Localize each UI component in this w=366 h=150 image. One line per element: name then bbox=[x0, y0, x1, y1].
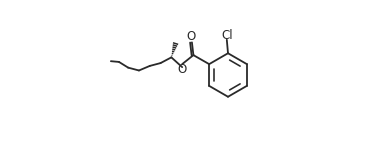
Text: Cl: Cl bbox=[221, 29, 233, 42]
Text: O: O bbox=[187, 30, 196, 43]
Text: O: O bbox=[177, 63, 186, 76]
